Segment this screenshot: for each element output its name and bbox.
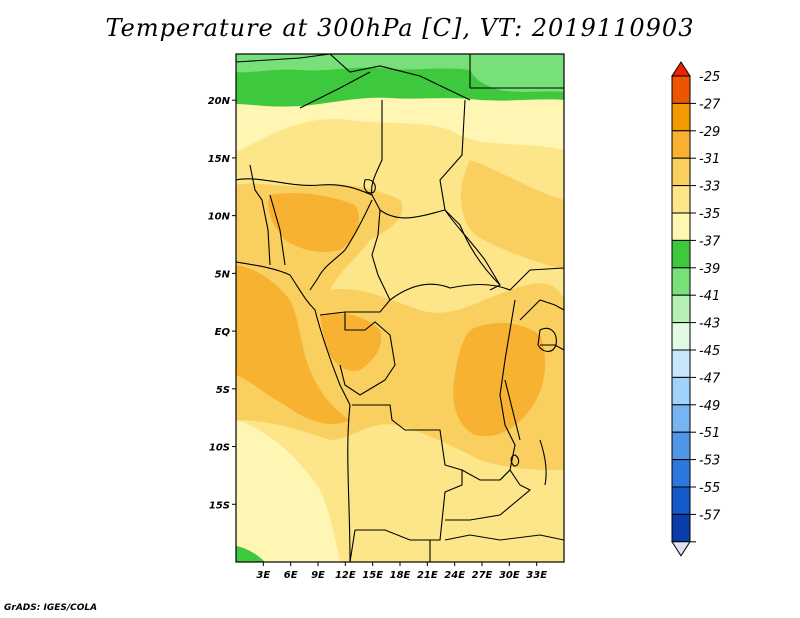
lat-tick-label: 5S (216, 385, 230, 396)
colorbar-bottom-arrow (671, 541, 691, 557)
border-niger-nigeria (236, 178, 373, 196)
colorbar-swatch (671, 486, 691, 515)
lon-tick-label: 3E (256, 570, 270, 581)
border-benin (249, 164, 286, 266)
lat-tick-label: 5N (215, 269, 231, 280)
colorbar-swatch (671, 130, 691, 159)
colorbar-swatch (671, 459, 691, 488)
lat-tick-label: 10N (208, 212, 231, 223)
colorbar-swatch (671, 267, 691, 296)
colorbar-label: -39 (699, 262, 720, 277)
lakes (363, 179, 557, 486)
border-north (236, 54, 564, 101)
lon-tick-label: 24E (444, 570, 465, 581)
colorbar-label: -41 (699, 289, 720, 304)
map-title: Temperature at 300hPa [C], VT: 201911090… (105, 14, 695, 42)
longitude-axis: 3E 6E 9E 12E 15E 18E 21E 24E 27E 30E 33E (256, 562, 547, 581)
colorbar-label: -43 (699, 317, 720, 332)
colorbar-label: -53 (699, 454, 720, 469)
lon-tick-label: 12E (335, 570, 356, 581)
field-darker-nigeria (268, 193, 360, 252)
colorbar-swatch (671, 75, 691, 104)
lon-tick-label: 27E (472, 570, 493, 581)
lon-tick-label: 30E (499, 570, 520, 581)
colorbar-top-arrow (671, 61, 691, 77)
colorbar-label: -29 (699, 125, 720, 140)
lake-chad (363, 179, 376, 194)
border-car-north (379, 209, 501, 291)
colorbar-label: -57 (699, 508, 721, 523)
lat-tick-label: EQ (215, 327, 231, 338)
lake-victoria (537, 327, 557, 352)
colorbar-label: -45 (699, 344, 720, 359)
colorbar-swatch (671, 294, 691, 324)
border-south (349, 529, 564, 562)
colorbar-swatch (671, 349, 691, 378)
colorbar-swatch (671, 404, 691, 433)
field-orange-east-top (460, 160, 564, 270)
colorbar: -25 -27 -29 -31 -33 -35 -37 -39 -41 -43 -45 -47 -49 -… (671, 61, 721, 557)
field-green-southwest (236, 546, 265, 562)
field-darker-east (453, 323, 546, 437)
lat-tick-label: 15S (209, 500, 230, 511)
lon-tick-label: 33E (526, 570, 547, 581)
border-car-drc (389, 267, 564, 301)
border-congo (339, 312, 396, 396)
lat-tick-label: 15N (208, 154, 231, 165)
colorbar-label: -51 (699, 426, 720, 441)
colorbar-label: -47 (699, 371, 721, 386)
colorbar-label: -55 (699, 481, 720, 496)
colorbar-label: -33 (699, 180, 720, 195)
colorbar-swatch (671, 322, 691, 351)
field-pale-southwest (236, 420, 340, 562)
colorbar-label: -37 (699, 234, 721, 249)
temperature-field (236, 54, 564, 562)
field-darker-west (236, 265, 350, 425)
grads-credit: GrADS: IGES/COLA (4, 603, 98, 613)
colorbar-label: -31 (699, 152, 720, 167)
country-borders (236, 54, 564, 562)
colorbar-label: -25 (699, 70, 720, 85)
lake-mweru (510, 454, 520, 467)
lon-tick-label: 18E (390, 570, 411, 581)
colorbar-swatch (671, 513, 691, 543)
latitude-axis: 20N 15N 10N 5N EQ 5S 10S 15S (208, 96, 236, 511)
lat-tick-label: 10S (209, 443, 230, 454)
colorbar-label: -35 (699, 207, 720, 222)
lon-tick-label: 6E (284, 570, 298, 581)
coastline-west (236, 261, 351, 562)
lat-tick-label: 20N (208, 96, 231, 107)
field-lightgreen-east (470, 54, 564, 92)
colorbar-swatch (671, 431, 691, 461)
colorbar-label: -49 (699, 399, 720, 414)
lon-tick-label: 15E (362, 570, 383, 581)
lon-tick-label: 9E (311, 570, 325, 581)
lake-tanganyika (504, 379, 521, 441)
border-drc-east (499, 299, 516, 481)
colorbar-swatch (671, 102, 691, 132)
lon-tick-label: 21E (417, 570, 438, 581)
colorbar-swatch (671, 239, 691, 269)
border-chad-sudan (439, 99, 501, 286)
colorbar-swatch (671, 376, 691, 406)
colorbar-swatch (671, 157, 691, 187)
field-darker-gabon (320, 313, 382, 371)
border-cameroon-car (319, 209, 391, 316)
border-nigeria-cameroon (309, 199, 373, 291)
border-east-coast (519, 299, 564, 351)
colorbar-swatch (671, 212, 691, 241)
lake-malawi (539, 439, 547, 486)
border-zambia (445, 469, 531, 521)
colorbar-swatch (671, 185, 691, 214)
colorbar-label: -27 (699, 97, 721, 112)
